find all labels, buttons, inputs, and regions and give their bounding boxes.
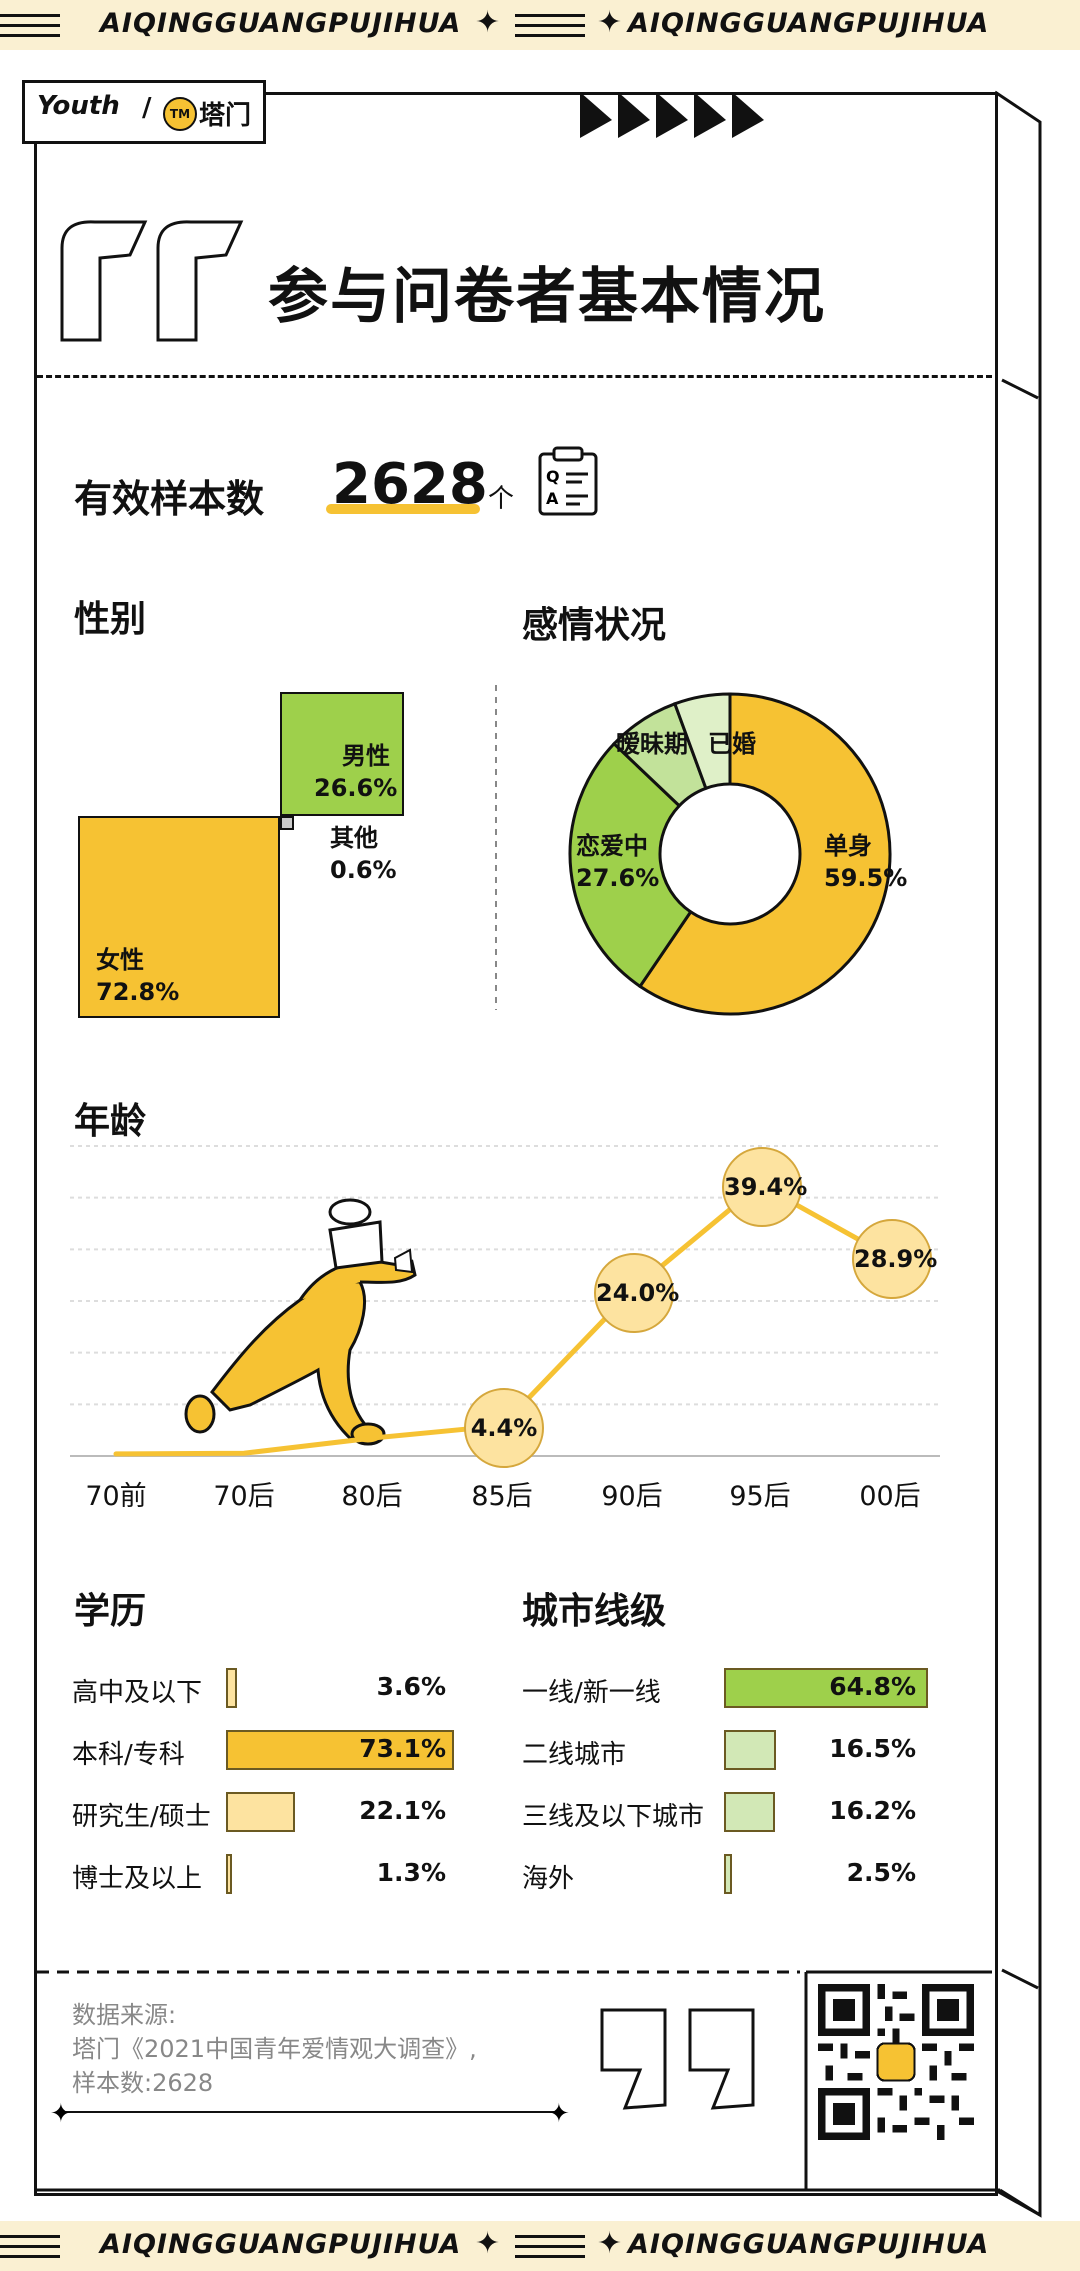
city-tier-section-title: 城市线级 — [522, 1591, 667, 1632]
tamen-logo-text: 塔门 — [199, 101, 252, 131]
banner-rule — [0, 2245, 60, 2248]
banner-rule — [0, 34, 60, 37]
education-bar — [226, 1792, 295, 1832]
education-section-title: 学历 — [74, 1591, 147, 1632]
city-tier-value-label: 16.2% — [829, 1796, 916, 1825]
page-title: 参与问卷者基本情况 — [268, 262, 826, 332]
donut-slice — [672, 692, 732, 791]
qr-code — [818, 1984, 974, 2140]
city-tier-value-label: 2.5% — [846, 1858, 916, 1887]
banner-text: AIQINGGUANGPUJIHUA — [100, 8, 462, 39]
city-tier-bar — [724, 1792, 775, 1832]
age-axis-tick-label: 00后 — [859, 1481, 921, 1512]
education-value-label: 73.1% — [359, 1734, 446, 1763]
banner-rule — [515, 34, 585, 37]
education-category-label: 高中及以下 — [72, 1678, 203, 1708]
title-divider — [37, 375, 992, 378]
sample-count-value: 2628 — [332, 452, 488, 517]
svg-text:✦: ✦ — [50, 2099, 72, 2129]
top-banner: AIQINGGUANGPUJIHUA ✦ ✦ AIQINGGUANGPUJIHU… — [0, 0, 1080, 50]
age-axis-tick-label: 70前 — [85, 1481, 147, 1512]
education-bar — [226, 1854, 232, 1894]
female-label: 女性 72.8% — [96, 946, 180, 1006]
qa-clipboard-icon: Q A — [538, 446, 598, 516]
donut-slice — [637, 692, 892, 1016]
gender-section-title: 性别 — [74, 599, 147, 640]
banner-rule — [515, 24, 585, 27]
banner-rule — [0, 2255, 60, 2258]
other-label: 其他 0.6% — [330, 824, 397, 884]
city-tier-category-label: 二线城市 — [522, 1740, 627, 1770]
city-tier-bar — [724, 1668, 928, 1708]
sparkle-icon: ✦ — [475, 2226, 501, 2261]
age-axis-tick-label: 80后 — [341, 1481, 403, 1512]
treemap-tile-other — [280, 816, 294, 830]
education-value-label: 1.3% — [376, 1858, 446, 1887]
city-tier-category-label: 海外 — [522, 1864, 575, 1894]
education-value-label: 3.6% — [376, 1672, 446, 1701]
donut-label-dating: 恋爱中 27.6% — [576, 832, 660, 892]
age-data-label: 4.4% — [464, 1387, 544, 1468]
banner-rule — [0, 24, 60, 27]
age-data-label: 28.9% — [852, 1218, 937, 1299]
age-axis-tick-label: 70后 — [213, 1481, 275, 1512]
education-bar — [226, 1668, 238, 1708]
banner-text: AIQINGGUANGPUJIHUA — [628, 2229, 990, 2260]
youth-logo-text: Youth — [37, 91, 120, 121]
banner-text: AIQINGGUANGPUJIHUA — [628, 8, 990, 39]
city-tier-bar — [724, 1854, 732, 1894]
svg-text:Q: Q — [546, 467, 560, 486]
logo-separator: / — [142, 93, 152, 123]
banner-rule — [515, 2235, 585, 2238]
treemap-tile-male — [280, 692, 404, 816]
sparkle-icon: ✦ — [597, 5, 623, 40]
running-person-illustration — [184, 1198, 417, 1446]
data-source-note: 数据来源: 塔门《2021中国青年爱情观大调查》, 样本数:2628 — [72, 2001, 477, 2097]
education-category-label: 研究生/硕士 — [72, 1802, 211, 1832]
sparkle-icon: ✦ — [475, 5, 501, 40]
city-tier-category-label: 一线/新一线 — [522, 1678, 661, 1708]
svg-text:✦: ✦ — [548, 2099, 570, 2129]
sample-count-label: 有效样本数 — [74, 477, 265, 521]
age-line-chart — [70, 1145, 940, 1457]
tamen-logo-icon: TM — [163, 97, 197, 131]
treemap-tile-female — [78, 816, 280, 1018]
svg-text:A: A — [546, 489, 559, 508]
banner-rule — [515, 2255, 585, 2258]
banner-text: AIQINGGUANGPUJIHUA — [100, 2229, 462, 2260]
age-axis-tick-label: 90后 — [601, 1481, 663, 1512]
banner-rule — [0, 2235, 60, 2238]
relationship-donut-chart — [568, 692, 892, 1016]
donut-slice — [568, 741, 693, 989]
age-axis-tick-label: 95后 — [729, 1481, 791, 1512]
donut-label-ambiguous: 暧昧期 — [616, 730, 688, 758]
city-tier-value-label: 64.8% — [829, 1672, 916, 1701]
male-label: 男性 26.6% — [314, 742, 398, 802]
education-category-label: 博士及以上 — [72, 1864, 203, 1894]
donut-label-married: 已婚 — [708, 730, 756, 758]
education-value-label: 22.1% — [359, 1796, 446, 1825]
city-tier-value-label: 16.5% — [829, 1734, 916, 1763]
age-data-label: 24.0% — [594, 1252, 679, 1333]
education-bar — [226, 1730, 454, 1770]
city-tier-category-label: 三线及以下城市 — [522, 1802, 705, 1832]
sample-count-unit: 个 — [488, 484, 515, 514]
banner-rule — [0, 14, 60, 17]
age-data-label: 39.4% — [722, 1146, 807, 1227]
brand-logo: Youth / TM 塔门 — [22, 80, 266, 144]
age-axis-tick-label: 85后 — [471, 1481, 533, 1512]
highlight-underline — [326, 504, 480, 514]
bottom-banner: AIQINGGUANGPUJIHUA ✦ ✦ AIQINGGUANGPUJIHU… — [0, 2221, 1080, 2271]
banner-rule — [515, 2245, 585, 2248]
age-section-title: 年龄 — [74, 1101, 147, 1142]
sparkle-icon: ✦ — [597, 2226, 623, 2261]
relationship-section-title: 感情状况 — [522, 605, 667, 646]
donut-label-single: 单身 59.5% — [824, 832, 908, 892]
infographic-card — [34, 92, 998, 2196]
city-tier-bar — [724, 1730, 776, 1770]
banner-rule — [515, 14, 585, 17]
education-category-label: 本科/专科 — [72, 1740, 185, 1770]
